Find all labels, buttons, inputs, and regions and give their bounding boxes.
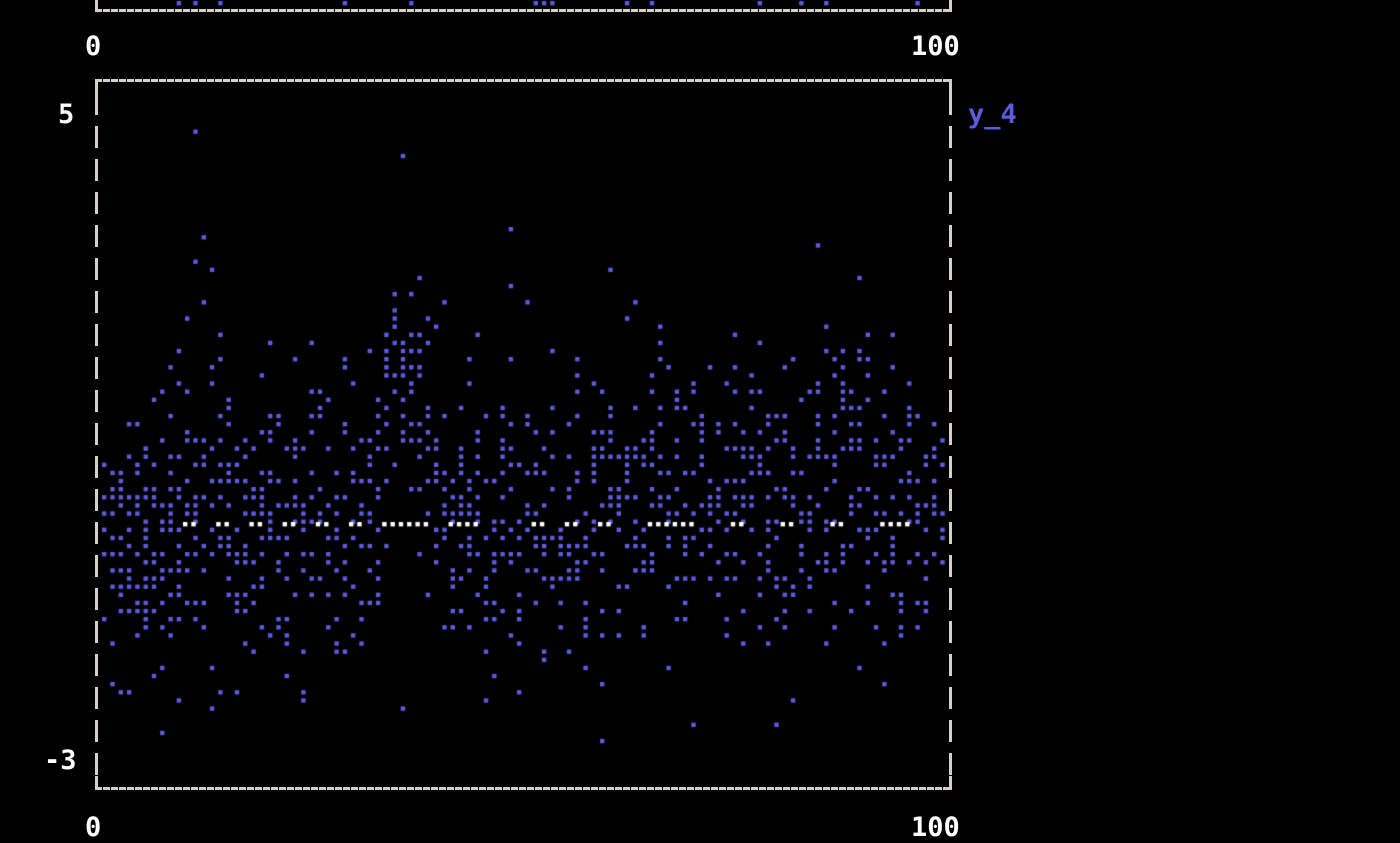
legend-series-y4: y_4	[968, 99, 1017, 130]
top-series-plot-canvas	[98, 0, 952, 9]
main-panel-topleft-corner	[95, 79, 98, 93]
main-panel-top-rule	[95, 79, 952, 82]
y-axis-tick-min: -3	[44, 745, 77, 776]
top-panel-left-corner	[95, 0, 98, 12]
main-panel-topright-corner	[949, 79, 952, 93]
main-panel-bottom-rule	[95, 787, 952, 790]
main-panel-bottomright-corner	[949, 776, 952, 790]
top-axis-tick-min: 0	[85, 31, 102, 62]
x-axis-tick-min: 0	[85, 812, 102, 843]
x-axis-tick-max: 100	[911, 812, 960, 843]
top-panel-bottom-rule	[95, 9, 952, 12]
top-axis-tick-max: 100	[911, 31, 960, 62]
y-axis-tick-max: 5	[58, 99, 75, 130]
series-plot-canvas	[98, 93, 952, 783]
main-panel-left-rule	[95, 93, 98, 783]
main-panel-bottomleft-corner	[95, 776, 98, 790]
